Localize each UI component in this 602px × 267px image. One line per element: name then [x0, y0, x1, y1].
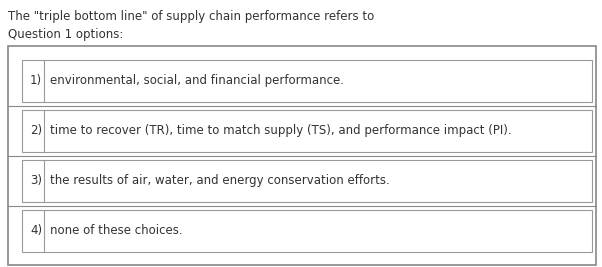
Text: the results of air, water, and energy conservation efforts.: the results of air, water, and energy co…: [50, 174, 389, 187]
Bar: [22, 210, 592, 252]
Text: 2): 2): [30, 124, 42, 137]
Bar: [22, 159, 592, 202]
Text: 1): 1): [30, 74, 42, 87]
Bar: [8, 46, 596, 265]
Bar: [22, 109, 592, 151]
Text: 4): 4): [30, 224, 42, 237]
Text: environmental, social, and financial performance.: environmental, social, and financial per…: [50, 74, 344, 87]
Bar: [22, 60, 592, 101]
Text: The "triple bottom line" of supply chain performance refers to: The "triple bottom line" of supply chain…: [8, 10, 374, 23]
Text: Question 1 options:: Question 1 options:: [8, 28, 123, 41]
Text: time to recover (TR), time to match supply (TS), and performance impact (PI).: time to recover (TR), time to match supp…: [50, 124, 512, 137]
Text: none of these choices.: none of these choices.: [50, 224, 182, 237]
Text: 3): 3): [30, 174, 42, 187]
